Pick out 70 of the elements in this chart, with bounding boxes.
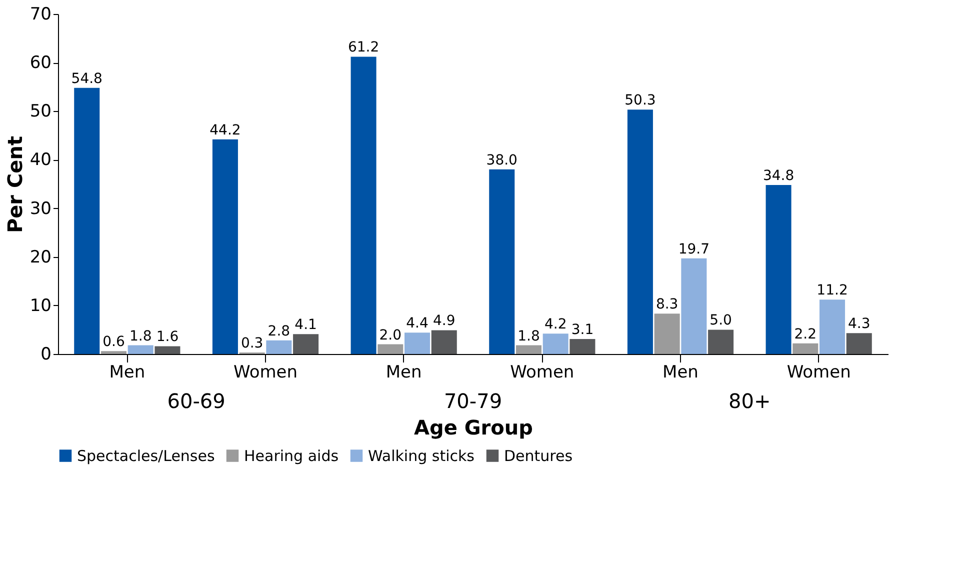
y-tick-label: 30 bbox=[30, 198, 52, 219]
bar bbox=[542, 334, 568, 354]
legend-label: Spectacles/Lenses bbox=[77, 446, 215, 465]
data-label: 50.3 bbox=[624, 92, 656, 109]
bar bbox=[489, 169, 515, 354]
x-tick-label: Men bbox=[662, 362, 698, 382]
y-tick-label: 20 bbox=[30, 247, 52, 268]
legend-label: Dentures bbox=[504, 446, 573, 465]
bar bbox=[293, 334, 319, 354]
data-label: 61.2 bbox=[348, 40, 380, 56]
data-label: 5.0 bbox=[710, 312, 732, 329]
data-label: 38.0 bbox=[486, 152, 518, 168]
bar bbox=[627, 110, 653, 354]
data-label: 4.1 bbox=[294, 317, 317, 334]
data-label: 4.3 bbox=[848, 316, 870, 332]
data-label: 2.8 bbox=[268, 323, 290, 340]
bar bbox=[681, 258, 707, 354]
data-label: 0.6 bbox=[102, 334, 125, 350]
bar bbox=[212, 139, 238, 354]
data-label: 2.0 bbox=[379, 327, 402, 344]
data-label: 34.8 bbox=[762, 168, 794, 184]
text: 60-69 bbox=[167, 389, 226, 413]
bar bbox=[654, 314, 680, 354]
data-label: 4.9 bbox=[432, 313, 456, 330]
data-label: 0.3 bbox=[240, 336, 264, 352]
bar bbox=[74, 88, 100, 354]
bar bbox=[820, 300, 846, 354]
bar bbox=[128, 345, 154, 354]
data-label: 8.3 bbox=[656, 296, 678, 313]
data-label: 2.2 bbox=[794, 326, 817, 342]
bar bbox=[404, 332, 430, 354]
bar bbox=[708, 330, 734, 354]
x-tick-label: Women bbox=[233, 362, 298, 382]
data-label: 44.2 bbox=[210, 122, 241, 138]
x-axis-title: Age Group bbox=[414, 416, 533, 440]
x-tick-label: Men bbox=[386, 362, 422, 382]
legend-label: Walking sticks bbox=[368, 446, 475, 465]
data-label: 3.1 bbox=[571, 322, 594, 338]
bar bbox=[266, 340, 292, 354]
y-tick-label: 10 bbox=[30, 296, 52, 316]
bar bbox=[766, 184, 792, 354]
bar bbox=[516, 345, 542, 354]
bar bbox=[792, 343, 818, 354]
y-tick-label: 60 bbox=[30, 53, 52, 74]
bar bbox=[100, 351, 126, 354]
legend-label: Hearing aids bbox=[244, 446, 339, 465]
text: 70-79 bbox=[444, 389, 502, 413]
x-tick-label: Men bbox=[109, 362, 146, 382]
x-tick-label: Women bbox=[510, 362, 574, 382]
text: 80+ bbox=[728, 389, 771, 413]
data-label: 1.8 bbox=[518, 328, 540, 344]
bar bbox=[154, 346, 180, 354]
y-tick-label: 40 bbox=[30, 150, 52, 170]
data-label: 4.2 bbox=[544, 316, 567, 333]
data-label: 19.7 bbox=[678, 241, 710, 258]
bar bbox=[378, 344, 404, 354]
data-label: 1.6 bbox=[156, 329, 179, 346]
bar bbox=[846, 333, 872, 354]
bar bbox=[350, 56, 376, 354]
y-tick-label: 50 bbox=[30, 102, 52, 122]
data-label: 4.4 bbox=[406, 316, 428, 332]
y-tick-label: 0 bbox=[40, 344, 52, 364]
data-label: 54.8 bbox=[71, 70, 102, 87]
bar bbox=[431, 330, 457, 354]
bar bbox=[570, 338, 596, 354]
x-tick-label: Women bbox=[786, 362, 851, 382]
y-axis-title: Per Cent bbox=[2, 136, 27, 234]
data-label: 1.8 bbox=[129, 328, 152, 344]
y-tick-label: 70 bbox=[30, 4, 52, 24]
data-label: 11.2 bbox=[816, 282, 848, 299]
